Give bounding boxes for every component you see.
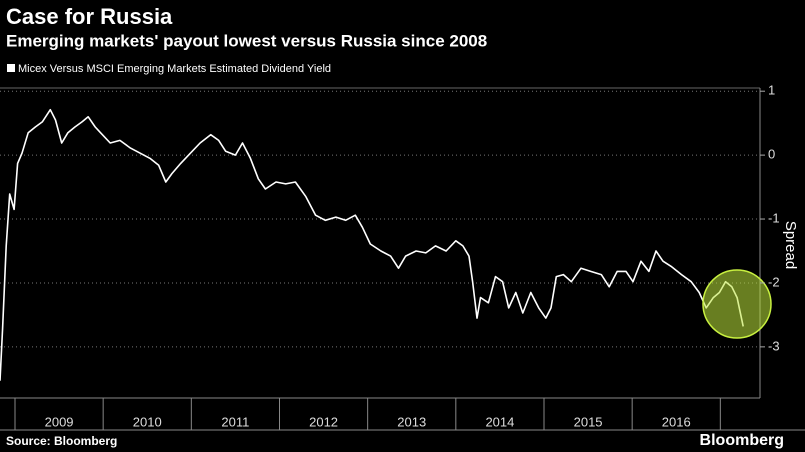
x-tick-label: 2009	[45, 414, 74, 429]
chart-subtitle: Emerging markets' payout lowest versus R…	[6, 31, 487, 50]
y-axis-label: Spread	[782, 221, 799, 269]
source: Source: Bloomberg	[6, 434, 117, 448]
x-tick-label: 2012	[309, 414, 338, 429]
legend-label: Micex Versus MSCI Emerging Markets Estim…	[18, 63, 331, 75]
x-tick-label: 2015	[574, 414, 603, 429]
series-line	[0, 108, 744, 381]
x-tick-label: 2013	[397, 414, 426, 429]
y-tick-label: 1	[768, 83, 775, 98]
y-tick-label: -2	[768, 274, 780, 289]
y-tick-label: 0	[768, 147, 775, 162]
y-tick-label: -3	[768, 338, 780, 353]
chart-title: Case for Russia	[6, 4, 173, 29]
brand: Bloomberg	[700, 432, 784, 449]
x-tick-label: 2014	[485, 414, 514, 429]
x-tick-label: 2016	[662, 414, 691, 429]
y-tick-label: -1	[768, 210, 780, 225]
x-tick-label: 2011	[221, 414, 249, 429]
highlight-circle	[702, 269, 772, 339]
legend-swatch	[7, 64, 15, 72]
x-tick-label: 2010	[133, 414, 162, 429]
